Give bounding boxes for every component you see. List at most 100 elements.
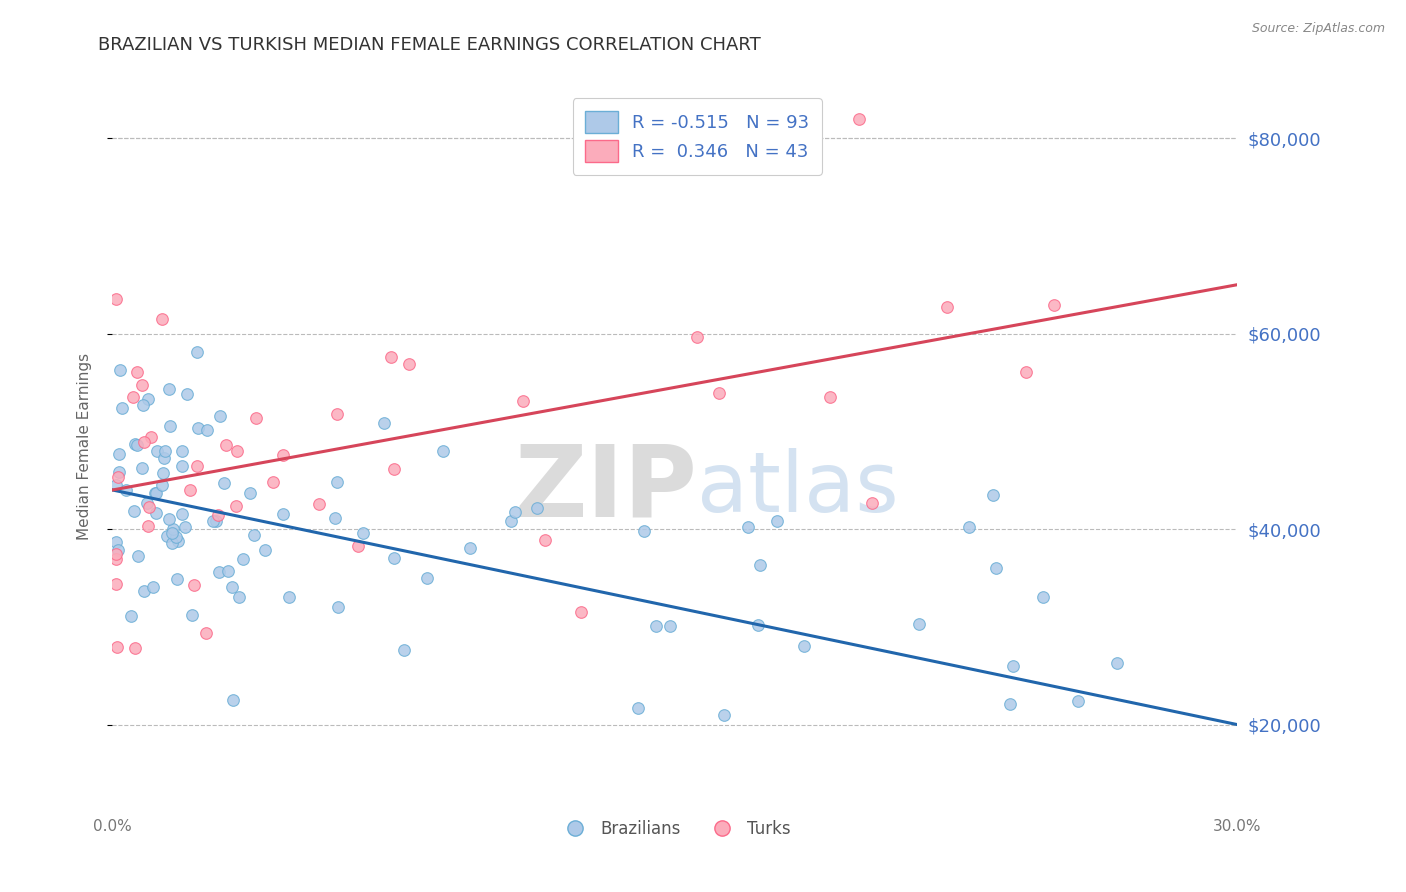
Point xyxy=(271,508,294,522)
Point xyxy=(153,451,176,466)
Point xyxy=(125,365,148,379)
Point xyxy=(326,475,349,490)
Point xyxy=(138,500,160,514)
Point xyxy=(225,500,247,514)
Point xyxy=(139,430,162,444)
Point xyxy=(108,447,131,461)
Point xyxy=(254,543,277,558)
Point xyxy=(983,488,1005,502)
Point xyxy=(150,311,173,326)
Point xyxy=(105,535,128,549)
Point xyxy=(398,357,420,371)
Point xyxy=(221,580,243,594)
Point xyxy=(512,394,534,409)
Point xyxy=(818,390,841,404)
Point xyxy=(569,605,592,619)
Point xyxy=(195,625,218,640)
Point xyxy=(503,505,526,519)
Point xyxy=(382,461,405,475)
Point xyxy=(122,504,145,518)
Point xyxy=(1105,656,1128,670)
Point xyxy=(131,460,153,475)
Point xyxy=(152,478,174,492)
Point xyxy=(172,507,194,521)
Point xyxy=(458,541,481,555)
Point xyxy=(131,378,153,392)
Point xyxy=(222,693,245,707)
Point xyxy=(120,608,142,623)
Point xyxy=(713,708,735,723)
Point xyxy=(936,301,959,315)
Point xyxy=(146,443,169,458)
Point xyxy=(174,520,197,534)
Point xyxy=(326,407,349,421)
Point xyxy=(166,572,188,586)
Point xyxy=(127,549,149,563)
Point xyxy=(121,390,143,404)
Point xyxy=(115,483,138,497)
Point xyxy=(709,385,731,400)
Point xyxy=(262,475,284,490)
Point xyxy=(737,519,759,533)
Point xyxy=(323,511,346,525)
Point xyxy=(136,519,159,533)
Point xyxy=(132,398,155,412)
Point xyxy=(186,459,208,474)
Point xyxy=(793,640,815,654)
Point xyxy=(186,345,208,359)
Point xyxy=(209,409,232,423)
Point xyxy=(152,466,174,480)
Point xyxy=(107,543,129,558)
Point xyxy=(860,496,883,510)
Point xyxy=(176,387,198,401)
Point xyxy=(105,576,128,591)
Point xyxy=(1067,693,1090,707)
Point xyxy=(107,470,129,484)
Point xyxy=(957,520,980,534)
Point xyxy=(347,539,370,553)
Point xyxy=(110,401,132,416)
Point xyxy=(143,486,166,500)
Point xyxy=(181,608,204,623)
Point xyxy=(848,112,870,126)
Point xyxy=(153,444,176,458)
Point xyxy=(105,293,128,307)
Point xyxy=(659,619,682,633)
Point xyxy=(162,522,184,536)
Point xyxy=(1001,659,1024,673)
Point xyxy=(1043,297,1066,311)
Point xyxy=(907,617,929,632)
Point xyxy=(627,701,650,715)
Point xyxy=(382,550,405,565)
Point xyxy=(215,438,238,452)
Point xyxy=(499,514,522,528)
Point xyxy=(1015,366,1038,380)
Point xyxy=(201,514,224,528)
Point xyxy=(195,423,218,437)
Point xyxy=(166,534,188,549)
Point xyxy=(105,478,128,492)
Point xyxy=(208,566,231,580)
Point xyxy=(352,526,374,541)
Legend: Brazilians, Turks: Brazilians, Turks xyxy=(553,814,797,845)
Point xyxy=(1032,590,1054,604)
Point xyxy=(432,444,454,458)
Point xyxy=(134,435,156,450)
Text: atlas: atlas xyxy=(697,449,898,529)
Point xyxy=(644,619,666,633)
Text: ZIP: ZIP xyxy=(515,441,697,537)
Point xyxy=(136,392,159,406)
Point xyxy=(392,642,415,657)
Point xyxy=(155,529,177,543)
Point xyxy=(162,525,184,540)
Point xyxy=(373,416,395,430)
Point xyxy=(232,551,254,566)
Point xyxy=(239,485,262,500)
Point xyxy=(998,698,1021,712)
Point xyxy=(105,547,128,561)
Point xyxy=(170,444,193,458)
Point xyxy=(108,362,131,376)
Point xyxy=(326,599,349,614)
Point xyxy=(243,528,266,542)
Point xyxy=(984,560,1007,574)
